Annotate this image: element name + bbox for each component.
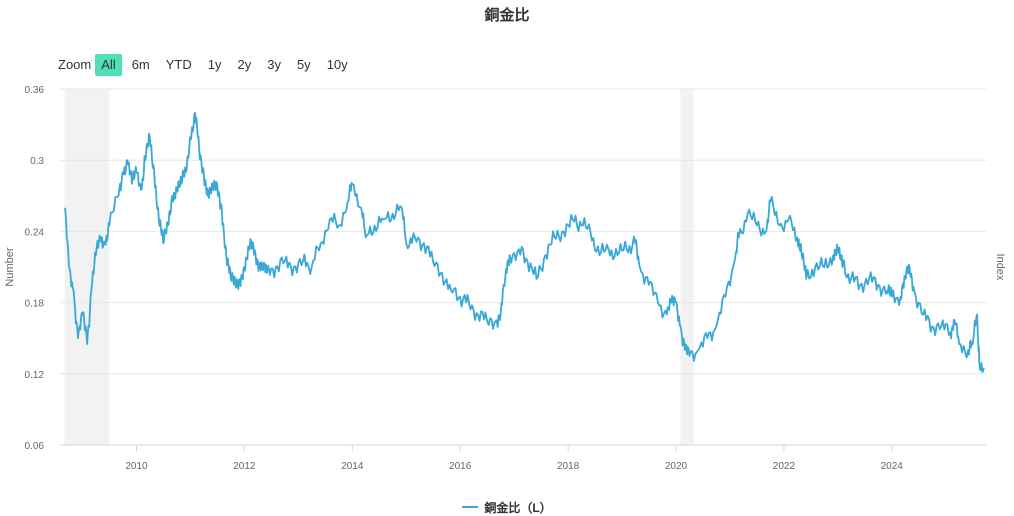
y-tick-label: 0.06 — [25, 441, 45, 452]
x-tick-label: 2010 — [125, 461, 148, 472]
zoom-button-ytd[interactable]: YTD — [165, 57, 192, 72]
x-tick-label: 2014 — [341, 461, 364, 472]
y-tick-label: 0.18 — [25, 299, 45, 310]
shaded-range-1 — [680, 89, 694, 445]
chart-plot-area: 0.36 0.3 0.24 0.18 0.12 0.06 2010 2012 2014 2016… — [4, 85, 1006, 472]
gridlines — [60, 88, 986, 446]
zoom-button-1y[interactable]: 1y — [207, 57, 222, 72]
zoom-label: Zoom — [58, 57, 92, 72]
y-tick-label: 0.12 — [25, 370, 45, 381]
x-axis-ticks: 2010 2012 2014 2016 2018 2020 2022 2024 — [125, 445, 903, 472]
legend-item-series[interactable]: 銅金比（L） — [462, 499, 552, 516]
x-tick-label: 2018 — [557, 461, 580, 472]
legend-swatch — [462, 506, 479, 508]
legend-label: 銅金比（L） — [484, 500, 552, 515]
zoom-button-6m[interactable]: 6m — [131, 57, 150, 72]
x-tick-label: 2020 — [665, 461, 688, 472]
x-tick-label: 2022 — [773, 461, 796, 472]
shaded-range-0 — [64, 89, 110, 445]
shaded-ranges — [64, 89, 694, 445]
y-tick-label: 0.3 — [30, 156, 44, 167]
x-tick-label: 2012 — [233, 461, 256, 472]
zoom-button-3y[interactable]: 3y — [267, 57, 281, 72]
y-axis-title-right: Index — [994, 254, 1006, 281]
zoom-button-2y[interactable]: 2y — [237, 57, 252, 72]
series-layer — [63, 111, 985, 373]
x-tick-label: 2024 — [881, 461, 904, 472]
y-axis-title: Number — [4, 247, 16, 286]
y-tick-label: 0.24 — [25, 227, 45, 238]
zoom-button-all[interactable]: All — [95, 54, 122, 76]
series-line — [63, 111, 985, 373]
x-tick-label: 2016 — [449, 461, 472, 472]
legend: 銅金比（L） — [0, 495, 1014, 516]
y-axis-ticks: 0.36 0.3 0.24 0.18 0.12 0.06 — [25, 85, 45, 452]
range-selector: Zoom All 6m YTD 1y 2y 3y 5y 10y — [58, 54, 358, 76]
zoom-button-5y[interactable]: 5y — [296, 57, 311, 72]
y-tick-label: 0.36 — [25, 85, 45, 96]
chart-title: 銅金比 — [484, 7, 530, 24]
zoom-button-10y[interactable]: 10y — [326, 57, 348, 72]
